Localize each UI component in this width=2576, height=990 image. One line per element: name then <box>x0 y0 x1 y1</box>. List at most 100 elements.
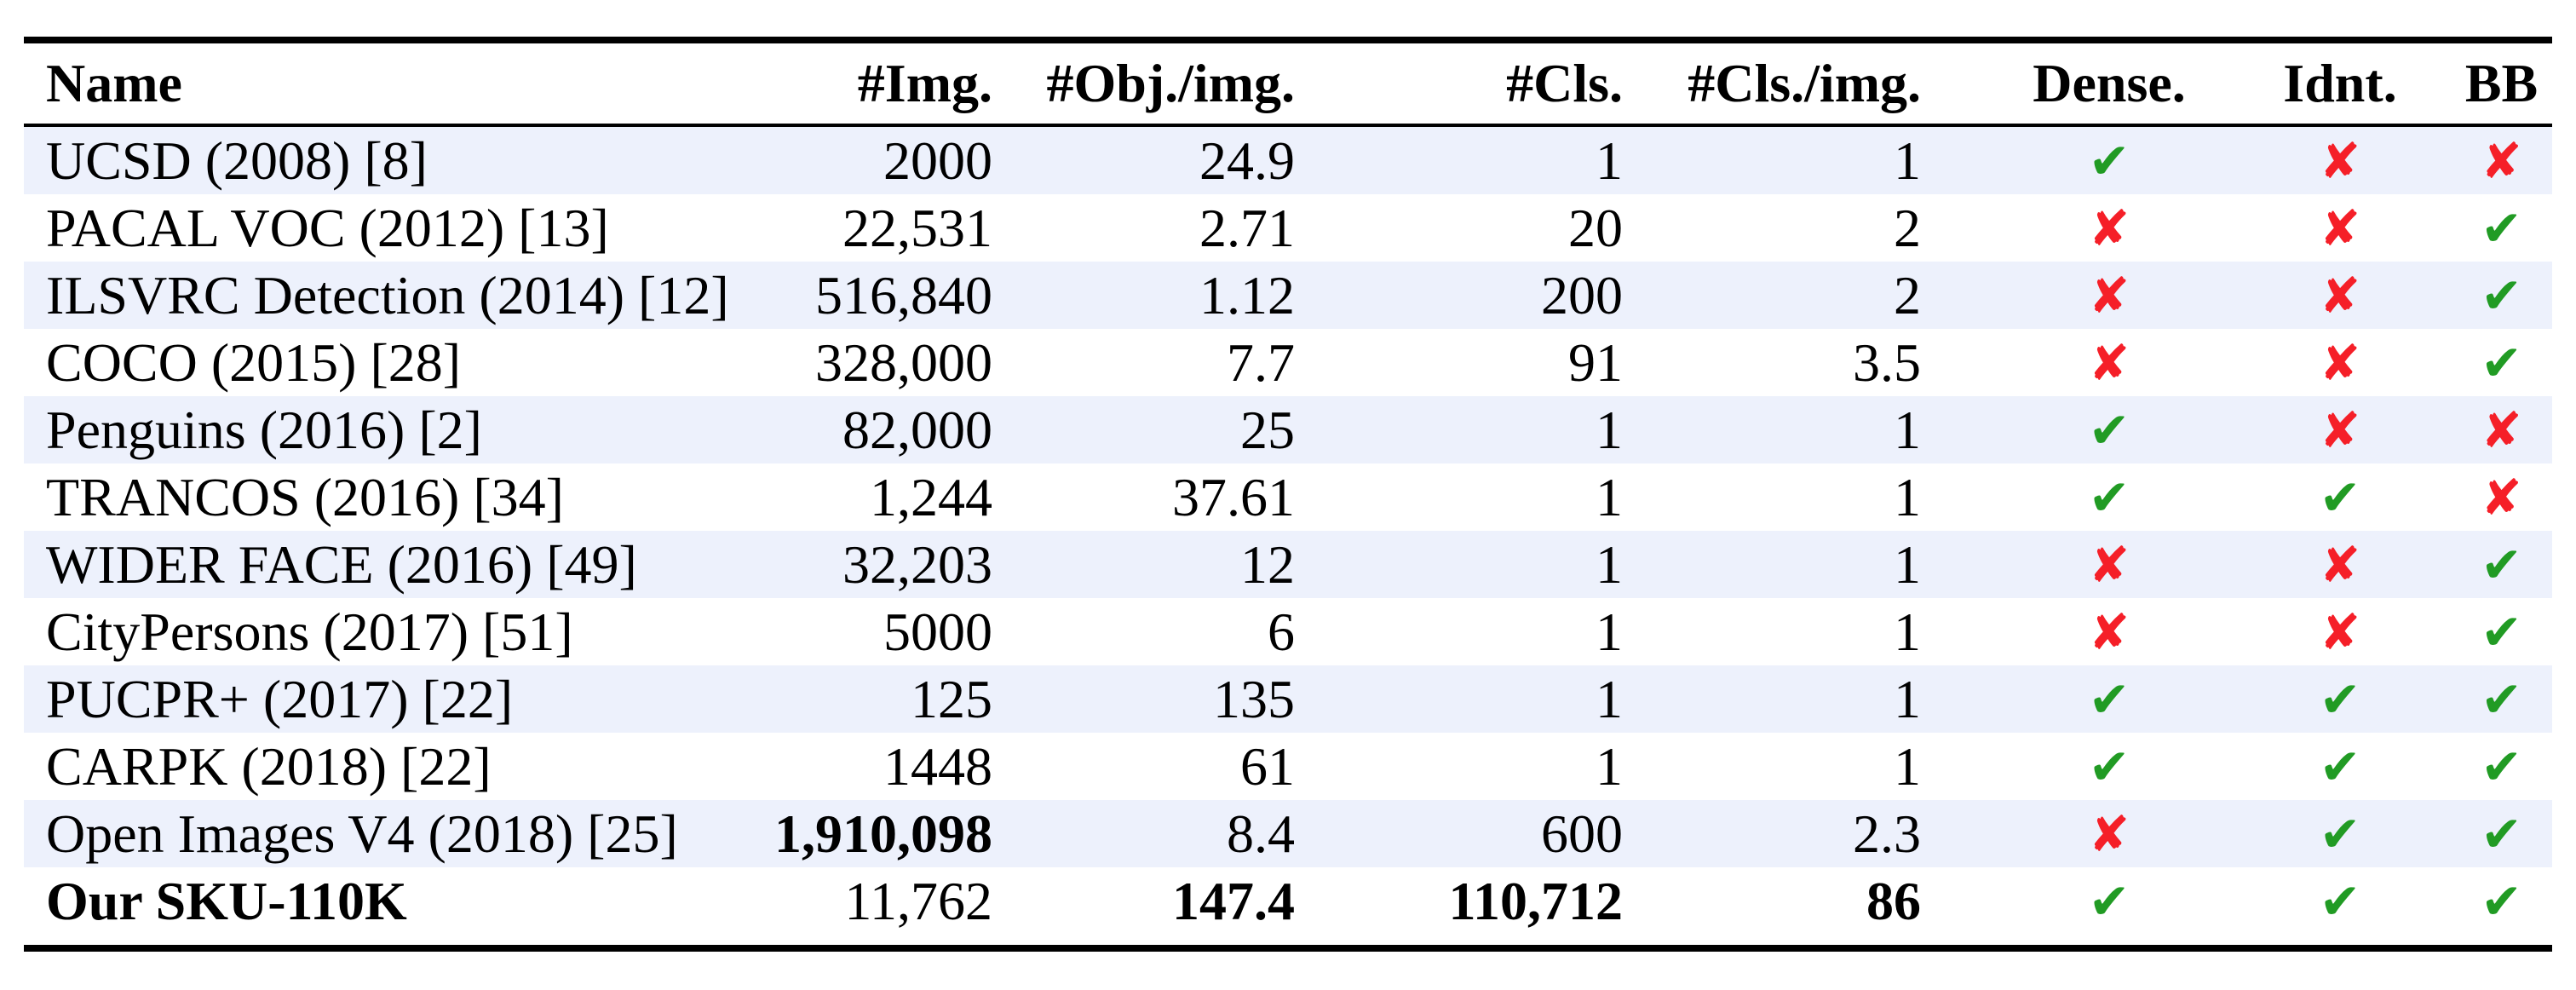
cls-per-img-cell: 1 <box>1894 601 1921 662</box>
bb-cell <box>2425 800 2552 867</box>
cls-count-cell: 1 <box>1596 601 1623 662</box>
img-count-cell: 1,910,098 <box>774 803 992 864</box>
bb-mark-icon <box>2481 330 2522 396</box>
bb-cell <box>2425 329 2552 396</box>
dataset-name-cell: Our SKU-110K <box>46 870 407 931</box>
idnt-mark-icon <box>2320 868 2361 935</box>
table-row-carpk: CARPK (2018) [22] 1448 61 1 1 <box>24 733 2552 800</box>
dataset-name-cell: CityPersons (2017) [51] <box>46 601 573 662</box>
dataset-name-cell: ILSVRC Detection (2014) [12] <box>46 264 729 325</box>
dense-mark-icon <box>2089 397 2130 463</box>
dataset-name-cell: TRANCOS (2016) [34] <box>46 466 564 527</box>
table-row-ilsvrc: ILSVRC Detection (2014) [12] 516,840 1.1… <box>24 262 2552 329</box>
dense-mark-icon <box>2089 599 2130 665</box>
table-row-citypersons: CityPersons (2017) [51] 5000 6 1 1 <box>24 598 2552 665</box>
table-row-open-images: Open Images V4 (2018) [25] 1,910,098 8.4… <box>24 800 2552 867</box>
dataset-comparison-table: Name #Img. #Obj./img. #Cls. #Cls./img. D… <box>24 43 2552 935</box>
obj-per-img-cell: 1.12 <box>1199 264 1295 325</box>
bb-cell <box>2425 531 2552 598</box>
cls-count-cell: 1 <box>1596 735 1623 797</box>
idnt-cell <box>2238 262 2425 329</box>
cls-per-img-cell: 2 <box>1894 264 1921 325</box>
cls-count-cell: 600 <box>1541 803 1623 864</box>
col-header-obj-per-img: #Obj./img. <box>992 43 1295 127</box>
idnt-mark-icon <box>2320 599 2361 665</box>
cls-count-cell: 1 <box>1596 130 1623 191</box>
dense-mark-icon <box>2089 801 2130 867</box>
dense-mark-icon <box>2089 330 2130 396</box>
idnt-mark-icon <box>2320 397 2361 463</box>
dense-cell <box>1921 463 2238 531</box>
obj-per-img-cell: 2.71 <box>1199 197 1295 258</box>
idnt-mark-icon <box>2320 801 2361 867</box>
idnt-cell <box>2238 598 2425 665</box>
img-count-cell: 1448 <box>883 735 992 797</box>
obj-per-img-cell: 7.7 <box>1227 331 1295 393</box>
col-header-dense: Dense. <box>1921 43 2238 127</box>
table-row-trancos: TRANCOS (2016) [34] 1,244 37.61 1 1 <box>24 463 2552 531</box>
table-row-pascal-voc: PACAL VOC (2012) [13] 22,531 2.71 20 2 <box>24 194 2552 262</box>
bb-mark-icon <box>2481 734 2522 800</box>
idnt-mark-icon <box>2320 128 2361 194</box>
idnt-cell <box>2238 665 2425 733</box>
cls-per-img-cell: 2 <box>1894 197 1921 258</box>
dense-cell <box>1921 665 2238 733</box>
img-count-cell: 11,762 <box>844 870 992 931</box>
dense-cell <box>1921 531 2238 598</box>
obj-per-img-cell: 37.61 <box>1172 466 1295 527</box>
bb-mark-icon <box>2481 397 2522 463</box>
img-count-cell: 2000 <box>883 130 992 191</box>
dense-mark-icon <box>2089 195 2130 262</box>
cls-per-img-cell: 1 <box>1894 466 1921 527</box>
cls-count-cell: 110,712 <box>1448 870 1623 931</box>
bb-cell <box>2425 194 2552 262</box>
dataset-comparison-table-wrapper: Name #Img. #Obj./img. #Cls. #Cls./img. D… <box>24 37 2552 952</box>
dataset-name-cell: COCO (2015) [28] <box>46 331 462 393</box>
obj-per-img-cell: 8.4 <box>1227 803 1295 864</box>
idnt-mark-icon <box>2320 734 2361 800</box>
dense-cell <box>1921 867 2238 935</box>
obj-per-img-cell: 25 <box>1240 399 1295 460</box>
cls-count-cell: 1 <box>1596 399 1623 460</box>
col-header-img: #Img. <box>722 43 992 127</box>
cls-per-img-cell: 1 <box>1894 668 1921 729</box>
table-row-penguins: Penguins (2016) [2] 82,000 25 1 1 <box>24 396 2552 463</box>
bb-mark-icon <box>2481 195 2522 262</box>
cls-count-cell: 91 <box>1568 331 1623 393</box>
bb-cell <box>2425 262 2552 329</box>
cls-per-img-cell: 1 <box>1894 735 1921 797</box>
bb-mark-icon <box>2481 868 2522 935</box>
img-count-cell: 1,244 <box>870 466 992 527</box>
cls-per-img-cell: 2.3 <box>1853 803 1921 864</box>
col-header-name: Name <box>24 43 722 127</box>
col-header-cls-per-img: #Cls./img. <box>1623 43 1921 127</box>
idnt-mark-icon <box>2320 532 2361 598</box>
bb-mark-icon <box>2481 666 2522 733</box>
dense-cell <box>1921 329 2238 396</box>
cls-per-img-cell: 1 <box>1894 130 1921 191</box>
cls-count-cell: 20 <box>1568 197 1623 258</box>
bb-cell <box>2425 733 2552 800</box>
idnt-cell <box>2238 463 2425 531</box>
dense-cell <box>1921 800 2238 867</box>
idnt-mark-icon <box>2320 195 2361 262</box>
obj-per-img-cell: 6 <box>1268 601 1295 662</box>
cls-count-cell: 1 <box>1596 533 1623 595</box>
img-count-cell: 32,203 <box>842 533 992 595</box>
cls-per-img-cell: 3.5 <box>1853 331 1921 393</box>
dense-mark-icon <box>2089 532 2130 598</box>
col-header-bb: BB <box>2425 43 2552 127</box>
img-count-cell: 516,840 <box>815 264 992 325</box>
dense-mark-icon <box>2089 262 2130 329</box>
idnt-cell <box>2238 396 2425 463</box>
idnt-cell <box>2238 531 2425 598</box>
cls-per-img-cell: 1 <box>1894 533 1921 595</box>
obj-per-img-cell: 24.9 <box>1199 130 1295 191</box>
idnt-cell <box>2238 125 2425 194</box>
bb-mark-icon <box>2481 532 2522 598</box>
bb-mark-icon <box>2481 599 2522 665</box>
idnt-cell <box>2238 800 2425 867</box>
cls-count-cell: 1 <box>1596 668 1623 729</box>
dense-cell <box>1921 396 2238 463</box>
